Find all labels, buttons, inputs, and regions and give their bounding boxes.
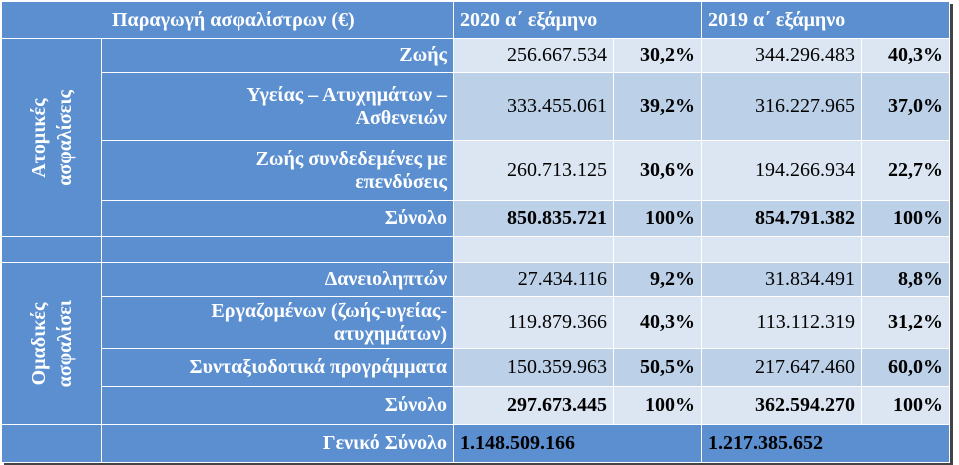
group-label-line: ασφαλίσεις xyxy=(53,89,76,186)
value-cell: 119.879.366 xyxy=(453,296,614,349)
spacer-row xyxy=(1,236,950,263)
row-label-line: ατυχημάτων) xyxy=(333,322,447,345)
data-row: Υγείας – Ατυχημάτων – Ασθενειών 333.455.06… xyxy=(2,72,950,141)
value-cell: 31.834.491 xyxy=(701,262,862,297)
row-label: Ζωής xyxy=(101,38,454,73)
data-row: Σύνολο 850.835.721 100% 854.791.382 100% xyxy=(2,200,950,237)
value-cell: 333.455.061 xyxy=(453,72,614,141)
percent-cell: 100% xyxy=(613,386,702,425)
data-row: Ατομικές ασφαλίσεις Ζωής 256.667.534 30,2% 34… xyxy=(1,38,950,237)
row-label-line: επενδύσεις xyxy=(355,170,447,193)
value-cell: 260.713.125 xyxy=(453,140,614,201)
value-cell: 256.667.534 xyxy=(453,38,614,73)
row-label-line: Υγείας – Ατυχημάτων – xyxy=(246,83,448,106)
data-row: Ζωής συνδεδεμένες με επενδύσεις 260.713.12… xyxy=(2,140,950,201)
row-label: Ζωής συνδεδεμένες με επενδύσεις xyxy=(101,140,454,201)
percent-cell: 100% xyxy=(861,200,950,237)
percent-cell: 9,2% xyxy=(613,262,702,297)
group-label-line: ασφαλίσει xyxy=(53,299,76,388)
group-label: Ατομικές ασφαλίσεις xyxy=(1,38,102,237)
percent-cell: 8,8% xyxy=(861,262,950,297)
spacer xyxy=(1,236,102,263)
row-label: Υγείας – Ατυχημάτων – Ασθενειών xyxy=(101,72,454,141)
percent-cell: 37,0% xyxy=(861,72,950,141)
header-title: Παραγωγή ασφαλίστρων (€) xyxy=(1,1,454,39)
spacer xyxy=(613,236,702,263)
percent-cell: 31,2% xyxy=(861,296,950,349)
row-label-line: Ασθενειών xyxy=(355,106,447,129)
row-label-line: Συνταξιοδοτικά προγράμματα xyxy=(189,356,447,378)
percent-cell: 40,3% xyxy=(613,296,702,349)
percent-cell: 30,2% xyxy=(613,38,702,73)
percent-cell: 60,0% xyxy=(861,348,950,387)
value-cell: 344.296.483 xyxy=(701,38,862,73)
percent-cell: 100% xyxy=(613,200,702,237)
grand-total-value: 1.148.509.166 xyxy=(453,424,702,463)
row-label-line: Σύνολο xyxy=(384,394,447,416)
header-2019: 2019 α΄ εξάμηνο xyxy=(701,1,950,39)
value-cell: 297.673.445 xyxy=(453,386,614,425)
data-row: Ομαδικές ασφαλίσει Δανειοληπτών 27.434.116 9… xyxy=(1,262,950,425)
header-row: Παραγωγή ασφαλίστρων (€) 2020 α΄ εξάμηνο… xyxy=(1,1,950,39)
grand-total-label: Γενικό Σύνολο xyxy=(101,424,454,463)
group-label: Ομαδικές ασφαλίσει xyxy=(1,262,102,425)
row-label-line: Σύνολο xyxy=(384,207,447,229)
data-row: Σύνολο 297.673.445 100% 362.594.270 100% xyxy=(2,386,950,425)
value-cell: 150.359.963 xyxy=(453,348,614,387)
value-cell: 217.647.460 xyxy=(701,348,862,387)
value-cell: 316.227.965 xyxy=(701,72,862,141)
grand-total-row: Γενικό Σύνολο 1.148.509.166 1.217.385.652 xyxy=(1,424,950,463)
value-cell: 194.266.934 xyxy=(701,140,862,201)
row-label-line: Ζωής xyxy=(399,44,447,66)
row-label: Σύνολο xyxy=(101,386,454,425)
value-cell: 850.835.721 xyxy=(453,200,614,237)
spacer xyxy=(861,236,950,263)
value-cell: 27.434.116 xyxy=(453,262,614,297)
percent-cell: 39,2% xyxy=(613,72,702,141)
percent-cell: 100% xyxy=(861,386,950,425)
group-label-line: Ατομικές xyxy=(27,97,50,178)
spacer xyxy=(701,236,862,263)
spacer xyxy=(101,236,454,263)
percent-cell: 40,3% xyxy=(861,38,950,73)
percent-cell: 22,7% xyxy=(861,140,950,201)
row-label: Εργαζομένων (ζωής-υγείας-ατυχημάτων) xyxy=(101,296,454,349)
spacer xyxy=(1,424,102,463)
row-label: Δανειοληπτών xyxy=(101,262,454,297)
row-label-line: Ζωής συνδεδεμένες με xyxy=(255,147,447,170)
group-label-line: Ομαδικές xyxy=(27,302,50,385)
value-cell: 362.594.270 xyxy=(701,386,862,425)
row-label-line: Δανειοληπτών xyxy=(324,268,447,290)
value-cell: 113.112.319 xyxy=(701,296,862,349)
grand-total-value: 1.217.385.652 xyxy=(701,424,950,463)
row-label: Συνταξιοδοτικά προγράμματα xyxy=(101,348,454,387)
value-cell: 854.791.382 xyxy=(701,200,862,237)
data-row: Συνταξιοδοτικά προγράμματα 150.359.963 50,… xyxy=(2,348,950,387)
header-2020: 2020 α΄ εξάμηνο xyxy=(453,1,702,39)
row-label-line: Εργαζομένων (ζωής-υγείας- xyxy=(211,299,447,322)
row-label: Σύνολο xyxy=(101,200,454,237)
data-row: Εργαζομένων (ζωής-υγείας-ατυχημάτων) 119.… xyxy=(2,296,950,349)
spacer xyxy=(453,236,614,263)
percent-cell: 50,5% xyxy=(613,348,702,387)
percent-cell: 30,6% xyxy=(613,140,702,201)
